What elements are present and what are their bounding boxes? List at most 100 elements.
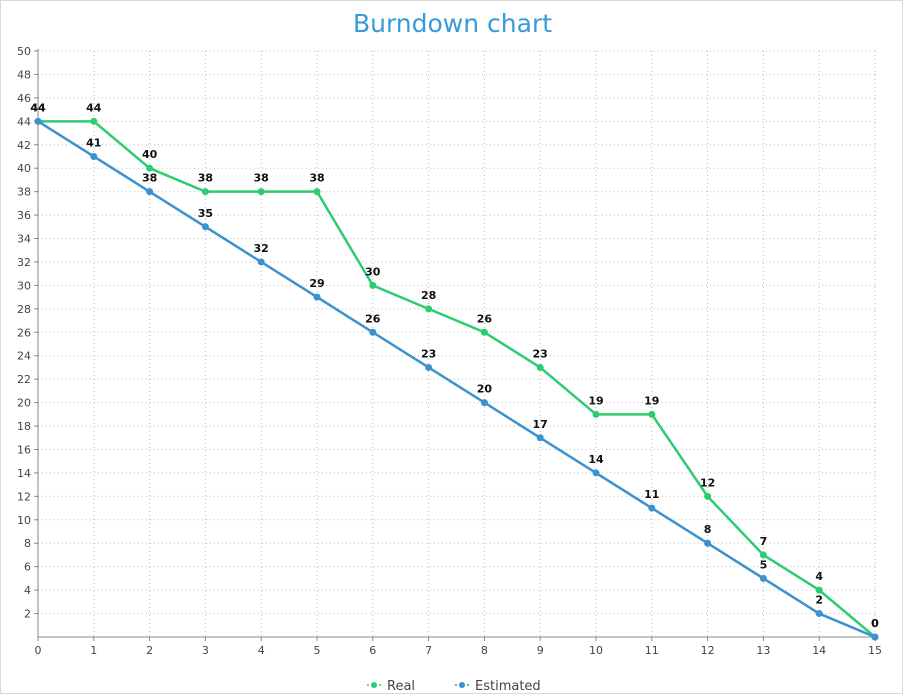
data-point-estimated[interactable]: [480, 399, 488, 407]
x-tick-label: 6: [369, 644, 376, 657]
data-point-real[interactable]: [536, 363, 544, 371]
y-tick-label: 6: [24, 561, 31, 574]
data-label-real: 26: [477, 312, 493, 325]
data-point-estimated[interactable]: [257, 258, 265, 266]
y-tick-label: 42: [17, 139, 31, 152]
y-tick-label: 34: [17, 233, 31, 246]
data-point-estimated[interactable]: [815, 610, 823, 618]
data-point-real[interactable]: [257, 188, 265, 196]
data-label-real: 19: [588, 394, 603, 407]
x-tick-label: 9: [537, 644, 544, 657]
legend-label-real[interactable]: Real: [387, 679, 415, 694]
data-label-real: 12: [700, 476, 715, 489]
y-tick-label: 40: [17, 162, 31, 175]
data-point-estimated[interactable]: [536, 434, 544, 442]
data-label-real: 19: [644, 394, 659, 407]
data-label-real: 44: [30, 101, 46, 114]
data-label-real: 38: [254, 172, 269, 185]
y-tick-label: 32: [17, 256, 31, 269]
data-label-real: 23: [533, 347, 548, 360]
data-point-real[interactable]: [425, 305, 433, 313]
y-tick-label: 50: [17, 45, 31, 58]
data-label-estimated: 23: [421, 347, 436, 360]
data-label-real: 4: [815, 570, 823, 583]
x-tick-label: 3: [202, 644, 209, 657]
data-point-real[interactable]: [592, 410, 600, 418]
data-label-estimated: 20: [477, 383, 493, 396]
data-point-estimated[interactable]: [759, 574, 767, 582]
data-label-estimated: 38: [142, 172, 157, 185]
data-point-estimated[interactable]: [704, 539, 712, 547]
data-point-real[interactable]: [704, 492, 712, 500]
data-point-real[interactable]: [648, 410, 656, 418]
data-label-estimated: 35: [198, 207, 213, 220]
y-tick-label: 22: [17, 373, 31, 386]
data-point-real[interactable]: [146, 164, 154, 172]
legend-marker-estimated: [459, 682, 465, 688]
data-point-real[interactable]: [201, 188, 209, 196]
y-tick-label: 46: [17, 92, 31, 105]
data-point-estimated[interactable]: [201, 223, 209, 231]
data-point-real[interactable]: [480, 328, 488, 336]
legend-marker-real: [371, 682, 377, 688]
x-tick-label: 10: [589, 644, 603, 657]
y-tick-label: 26: [17, 326, 31, 339]
data-label-estimated: 0: [871, 617, 879, 630]
y-tick-label: 18: [17, 420, 31, 433]
y-tick-label: 20: [17, 397, 31, 410]
data-label-real: 0: [871, 617, 879, 630]
y-tick-label: 44: [17, 115, 31, 128]
data-point-real[interactable]: [313, 188, 321, 196]
data-label-estimated: 26: [365, 312, 381, 325]
y-tick-label: 2: [24, 608, 31, 621]
data-label-estimated: 2: [815, 594, 823, 607]
data-label-real: 40: [142, 148, 158, 161]
data-point-real[interactable]: [90, 117, 98, 125]
data-point-estimated[interactable]: [34, 117, 42, 125]
data-label-estimated: 5: [760, 558, 768, 571]
x-tick-label: 12: [701, 644, 715, 657]
data-label-estimated: 14: [588, 453, 604, 466]
x-tick-label: 8: [481, 644, 488, 657]
data-label-real: 44: [86, 101, 102, 114]
chart-title: Burndown chart: [352, 9, 553, 38]
data-label-estimated: 11: [644, 488, 659, 501]
data-label-estimated: 41: [86, 136, 101, 149]
data-point-estimated[interactable]: [425, 363, 433, 371]
data-point-estimated[interactable]: [90, 152, 98, 160]
data-label-estimated: 17: [533, 418, 548, 431]
y-tick-label: 28: [17, 303, 31, 316]
y-tick-label: 10: [17, 514, 31, 527]
y-tick-label: 12: [17, 490, 31, 503]
data-label-real: 7: [760, 535, 768, 548]
x-tick-label: 11: [645, 644, 659, 657]
data-point-estimated[interactable]: [648, 504, 656, 512]
y-tick-label: 16: [17, 443, 31, 456]
data-point-real[interactable]: [369, 281, 377, 289]
y-tick-label: 4: [24, 584, 31, 597]
series-line-estimated: [37, 120, 876, 639]
data-label-estimated: 32: [254, 242, 269, 255]
data-point-real[interactable]: [815, 586, 823, 594]
data-point-estimated[interactable]: [871, 633, 879, 641]
x-tick-label: 7: [425, 644, 432, 657]
x-tick-label: 13: [756, 644, 770, 657]
data-point-estimated[interactable]: [146, 188, 154, 196]
legend-label-estimated[interactable]: Estimated: [475, 679, 541, 694]
data-label-real: 30: [365, 265, 381, 278]
y-tick-label: 8: [24, 537, 31, 550]
y-tick-label: 14: [17, 467, 31, 480]
data-point-estimated[interactable]: [592, 469, 600, 477]
data-point-real[interactable]: [759, 551, 767, 559]
y-tick-label: 38: [17, 186, 31, 199]
data-point-estimated[interactable]: [369, 328, 377, 336]
data-label-estimated: 8: [704, 523, 712, 536]
data-point-estimated[interactable]: [313, 293, 321, 301]
data-label-real: 38: [309, 172, 324, 185]
x-tick-label: 14: [812, 644, 826, 657]
data-label-estimated: 29: [309, 277, 324, 290]
y-tick-label: 24: [17, 350, 31, 363]
x-tick-label: 5: [314, 644, 321, 657]
